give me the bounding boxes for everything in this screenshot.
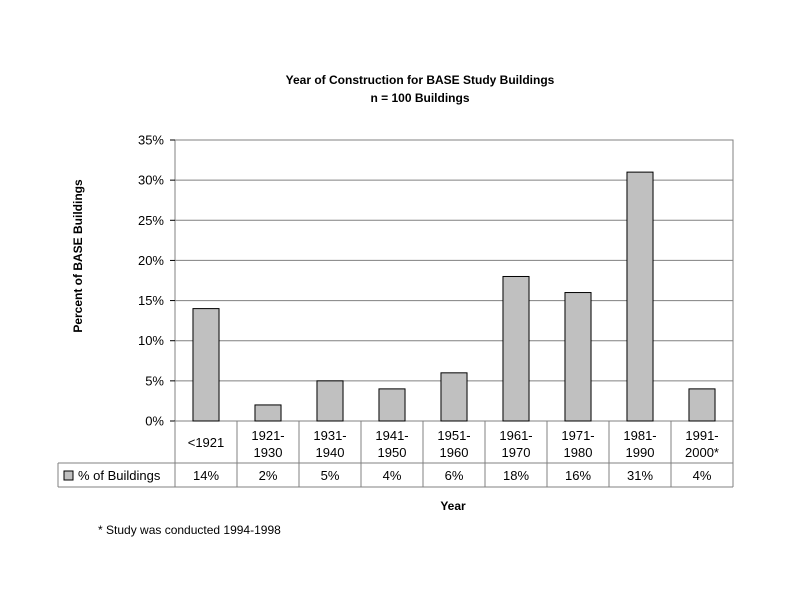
- value-label: 18%: [503, 468, 529, 483]
- value-label: 14%: [193, 468, 219, 483]
- footnote: * Study was conducted 1994-1998: [98, 523, 281, 537]
- y-axis-label: Percent of BASE Buildings: [71, 179, 85, 333]
- category-label: 1961-1970: [499, 428, 532, 460]
- y-axis-tick-labels: 0% 5% 10% 15% 20% 25% 30% 35%: [138, 133, 175, 429]
- y-tick-label: 20%: [138, 253, 164, 268]
- y-tick-label: 5%: [145, 373, 164, 388]
- bar: [378, 388, 406, 422]
- bar: [502, 275, 530, 422]
- value-label: 2%: [259, 468, 278, 483]
- bar: [440, 372, 468, 422]
- category-label: 1991-2000*: [685, 428, 719, 460]
- legend-key: [63, 470, 74, 481]
- value-label: 16%: [565, 468, 591, 483]
- bar: [626, 171, 654, 422]
- category-label: 1931-1940: [313, 428, 346, 460]
- value-label: 6%: [445, 468, 464, 483]
- y-tick-label: 35%: [138, 133, 164, 148]
- y-tick-label: 10%: [138, 333, 164, 348]
- category-label: 1951-1960: [437, 428, 470, 460]
- category-label: <1921: [188, 435, 225, 450]
- bars: [192, 171, 716, 422]
- value-label: 5%: [321, 468, 340, 483]
- value-label: 31%: [627, 468, 653, 483]
- bar: [564, 292, 592, 422]
- chart-title: Year of Construction for BASE Study Buil…: [286, 73, 555, 87]
- y-tick-label: 30%: [138, 173, 164, 188]
- chart-subtitle: n = 100 Buildings: [370, 91, 469, 105]
- value-label: 4%: [693, 468, 712, 483]
- y-tick-label: 25%: [138, 213, 164, 228]
- category-label: 1921-1930: [251, 428, 284, 460]
- category-label: 1941-1950: [375, 428, 408, 460]
- category-label: 1981-1990: [623, 428, 656, 460]
- series-name: % of Buildings: [78, 468, 161, 483]
- x-axis-label: Year: [440, 499, 466, 513]
- bar: [192, 308, 220, 422]
- value-label: 4%: [383, 468, 402, 483]
- y-tick-label: 15%: [138, 293, 164, 308]
- category-label: 1971-1980: [561, 428, 594, 460]
- data-table: <1921 1921-1930 1931-1940 1941-1950 1951-196…: [57, 421, 734, 488]
- y-tick-label: 0%: [145, 414, 164, 429]
- bar: [688, 388, 716, 422]
- bar: [316, 380, 344, 422]
- bar: [254, 404, 282, 422]
